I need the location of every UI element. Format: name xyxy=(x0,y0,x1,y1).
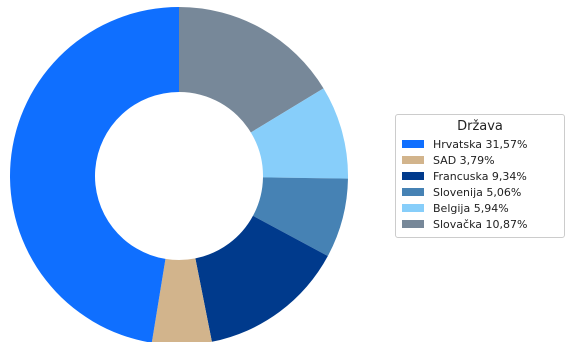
legend-item: Francuska 9,34% xyxy=(402,168,564,184)
legend-title: Država xyxy=(457,119,503,134)
legend-swatch xyxy=(402,188,424,196)
slice-5 xyxy=(10,7,179,342)
slice-1 xyxy=(250,88,348,179)
slice-4 xyxy=(151,258,212,342)
legend-label: Belgija 5,94% xyxy=(433,201,509,215)
legend: Država Hrvatska 31,57% SAD 3,79% Francuska… xyxy=(395,114,565,238)
legend-item: Belgija 5,94% xyxy=(402,200,564,216)
legend-swatch xyxy=(402,204,424,212)
slice-0 xyxy=(179,7,324,133)
legend-item: Slovačka 10,87% xyxy=(402,216,564,232)
legend-label: Slovenija 5,06% xyxy=(433,185,522,199)
legend-label: Francuska 9,34% xyxy=(433,169,527,183)
legend-swatch xyxy=(402,220,424,228)
legend-swatch xyxy=(402,140,424,148)
legend-label: SAD 3,79% xyxy=(433,153,495,167)
legend-label: Hrvatska 31,57% xyxy=(433,137,528,151)
legend-item: Slovenija 5,06% xyxy=(402,184,564,200)
slice-3 xyxy=(195,215,328,342)
legend-item: SAD 3,79% xyxy=(402,152,564,168)
slice-2 xyxy=(252,177,348,257)
legend-label: Slovačka 10,87% xyxy=(433,217,528,231)
legend-swatch xyxy=(402,172,424,180)
legend-item: Hrvatska 31,57% xyxy=(402,136,564,152)
legend-swatch xyxy=(402,156,424,164)
